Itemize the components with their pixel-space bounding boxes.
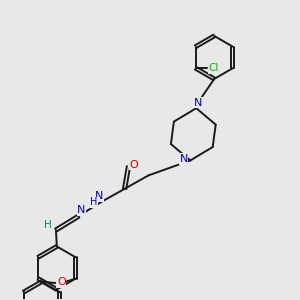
Text: N: N	[95, 191, 103, 201]
Text: N: N	[77, 205, 86, 215]
Text: O: O	[57, 277, 66, 287]
Text: Cl: Cl	[208, 63, 219, 73]
Text: N: N	[180, 154, 188, 164]
Text: N: N	[194, 98, 202, 108]
Text: H: H	[91, 197, 98, 207]
Text: O: O	[130, 160, 138, 170]
Text: H: H	[44, 220, 52, 230]
